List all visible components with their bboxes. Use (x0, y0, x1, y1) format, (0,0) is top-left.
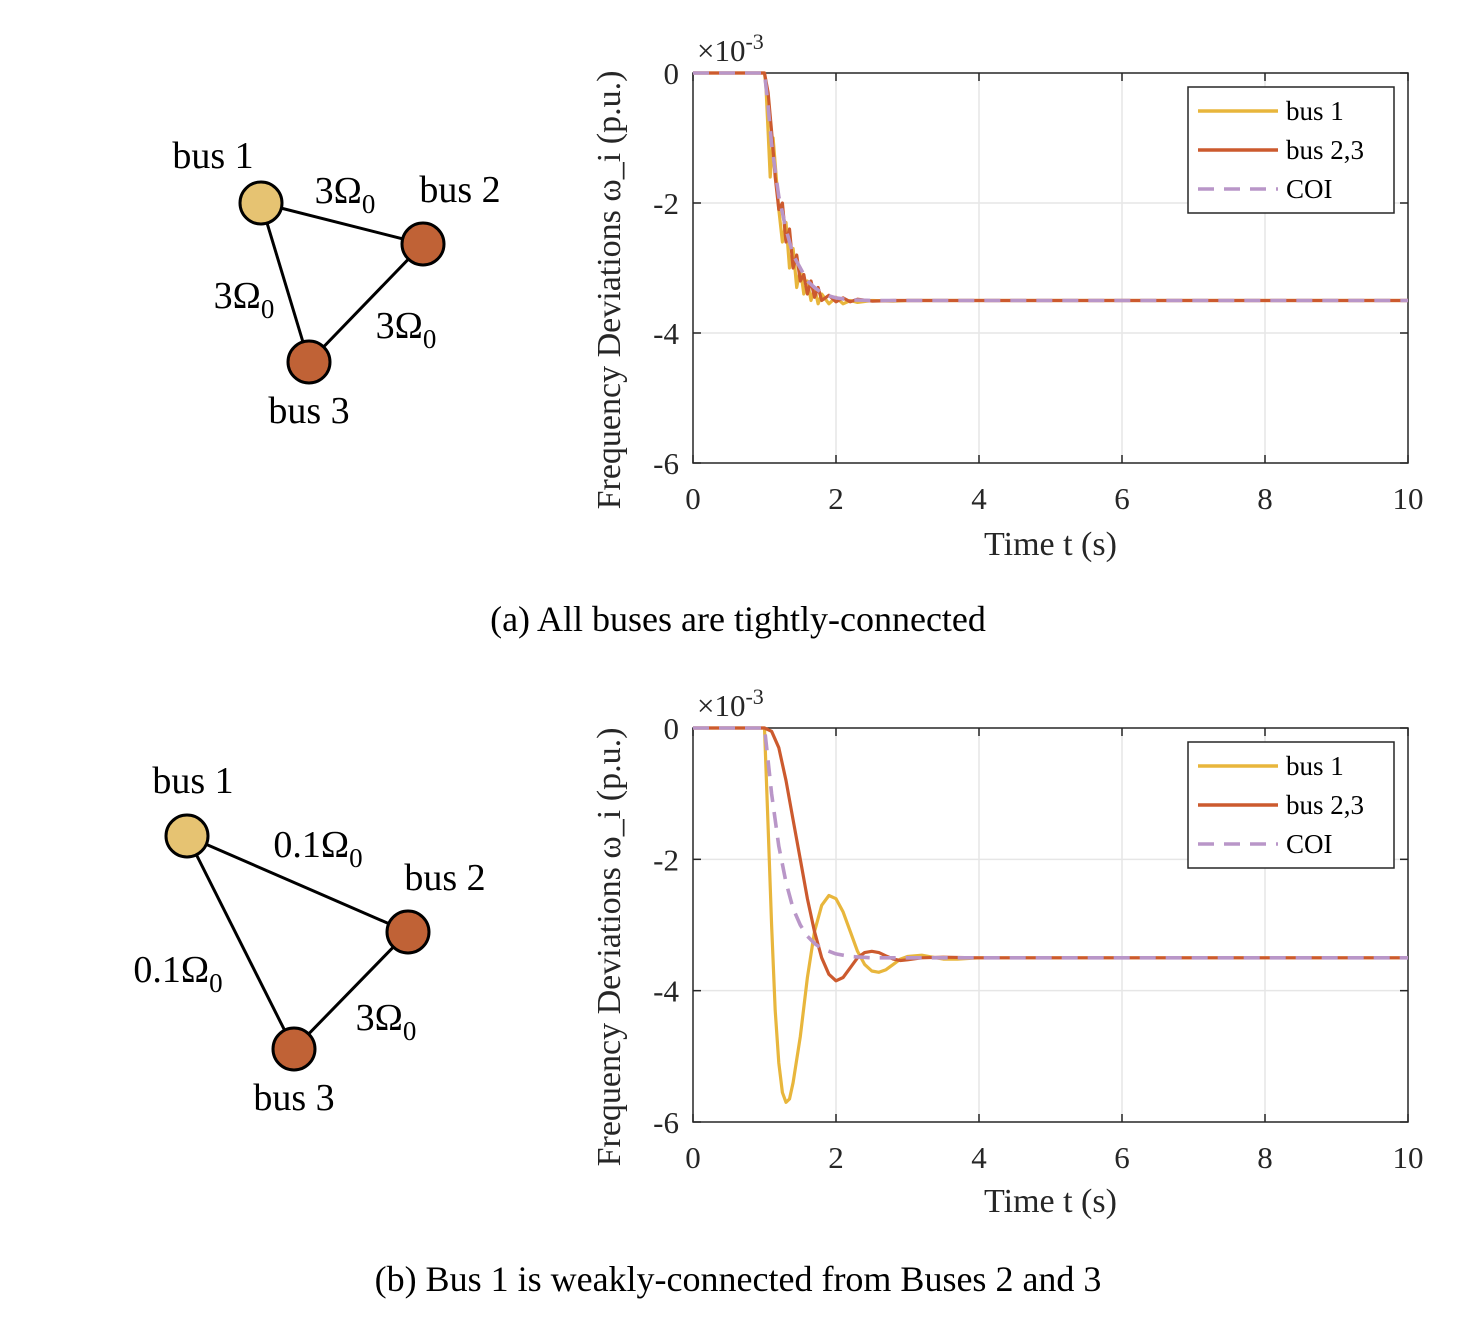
edge-line (260, 201, 424, 246)
y-tick-label: -4 (653, 974, 679, 1009)
edge-label: 3Ω0 (376, 305, 437, 354)
plot-frame (692, 72, 1409, 464)
bus-node (286, 339, 332, 385)
bus-node (238, 180, 284, 226)
legend-label: bus 1 (1286, 96, 1344, 126)
bus-label: bus 1 (172, 135, 253, 177)
y-tick-label: -6 (653, 446, 679, 481)
series-line-coi (693, 726, 1408, 960)
legend-label: COI (1286, 829, 1333, 859)
bus-label: bus 3 (253, 1077, 334, 1119)
edge-line (307, 242, 425, 364)
caption-a: (a) All buses are tightly-connected (490, 599, 986, 639)
y-exponent-label: ×10-3 (697, 684, 764, 723)
caption-b: (b) Bus 1 is weakly-connected from Buses… (374, 1259, 1102, 1299)
series-line-coi (693, 71, 1408, 303)
bus-node (164, 813, 210, 859)
x-tick-label: 6 (1114, 481, 1130, 516)
legend-label: COI (1286, 174, 1333, 204)
x-tick-label: 6 (1114, 1140, 1130, 1175)
plot-frame (692, 727, 1409, 1123)
y-tick-label: -2 (653, 842, 679, 877)
chart-0: 0 2 4 6 8 10 0 -2 -4 -6 ×10-3 Time t (s) Frequency D… (591, 29, 1424, 563)
x-tick-label: 8 (1257, 1140, 1273, 1175)
x-tick-label: 4 (971, 1140, 987, 1175)
x-tick-label: 10 (1393, 1140, 1424, 1175)
series-line-bus-2-3 (693, 726, 1408, 983)
bus-label: bus 1 (152, 760, 233, 802)
edge-line (259, 202, 311, 363)
edge-label: 0.1Ω0 (133, 949, 222, 998)
x-tick-label: 0 (685, 1140, 701, 1175)
bus-label: bus 2 (404, 857, 485, 899)
x-axis-label: Time t (s) (984, 526, 1117, 563)
x-tick-label: 0 (685, 481, 701, 516)
x-tick-label: 8 (1257, 481, 1273, 516)
y-tick-label: 0 (664, 56, 680, 91)
y-exponent-label: ×10-3 (697, 29, 764, 68)
y-tick-label: -6 (653, 1105, 679, 1140)
bus-node (400, 221, 446, 267)
bus-label: bus 2 (419, 169, 500, 211)
bus-node (271, 1026, 317, 1072)
edge-label: 3Ω0 (356, 997, 417, 1046)
network-diagram-0: 3Ω0 3Ω0 3Ω0 bus 1 bus 2 bus 3 (172, 135, 500, 432)
x-axis-label: Time t (s) (984, 1183, 1117, 1220)
legend-label: bus 1 (1286, 751, 1344, 781)
legend-label: bus 2,3 (1286, 135, 1364, 165)
legend-label: bus 2,3 (1286, 790, 1364, 820)
edge-label: 3Ω0 (214, 275, 275, 324)
edge-label: 3Ω0 (315, 170, 376, 219)
x-tick-label: 2 (828, 1140, 844, 1175)
y-tick-label: -4 (653, 316, 679, 351)
y-tick-label: 0 (664, 711, 680, 746)
x-tick-label: 10 (1393, 481, 1424, 516)
x-tick-label: 2 (828, 481, 844, 516)
y-axis-label: Frequency Deviations ω_i (p.u.) (591, 71, 628, 510)
edge-label: 0.1Ω0 (273, 824, 362, 873)
y-axis-label: Frequency Deviations ω_i (p.u.) (591, 728, 628, 1167)
edge-line (185, 835, 296, 1050)
edge-line (292, 930, 410, 1051)
x-tick-label: 4 (971, 481, 987, 516)
bus-label: bus 3 (268, 390, 349, 432)
y-tick-label: -2 (653, 186, 679, 221)
network-diagram-1: 0.1Ω0 0.1Ω0 3Ω0 bus 1 bus 2 bus 3 (133, 760, 485, 1119)
edge-line (186, 834, 409, 934)
chart-1: 0 2 4 6 8 10 0 -2 -4 -6 ×10-3 Time t (s) Frequency D… (591, 684, 1424, 1220)
bus-node (385, 909, 431, 955)
